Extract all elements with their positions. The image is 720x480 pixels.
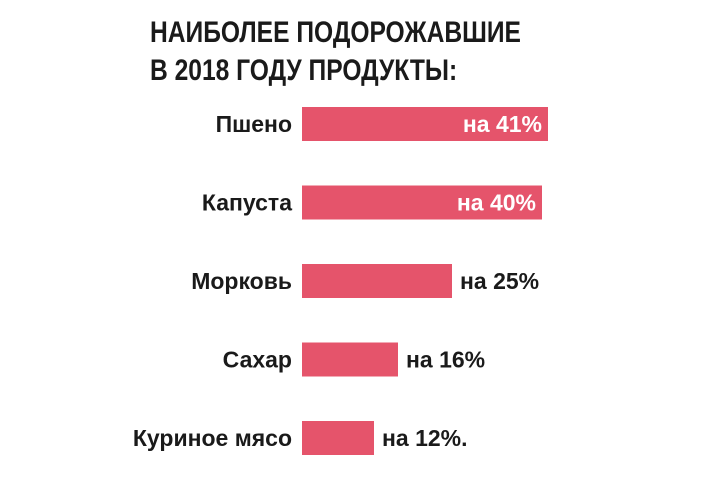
value-label: на 12%. [382,425,468,451]
category-label: Куриное мясо [133,425,292,451]
bar-group-0: Пшено на 41% [216,107,548,141]
category-label: Сахар [223,347,292,373]
category-label: Морковь [191,268,292,294]
bar-group-2: Морковь на 25% [191,264,539,298]
value-label: на 41% [463,111,542,137]
bar [302,264,452,298]
bar-group-3: Сахар на 16% [223,342,485,377]
bar [302,342,398,377]
bar-group-4: Куриное мясо на 12%. [133,421,468,455]
category-label: Пшено [216,111,292,137]
value-label: на 16% [406,347,485,373]
value-label: на 25% [460,268,539,294]
chart-title: НАИБОЛЕЕ ПОДОРОЖАВШИЕ В 2018 ГОДУ ПРОДУК… [150,14,521,90]
chart-title-line-1: НАИБОЛЕЕ ПОДОРОЖАВШИЕ [150,16,521,49]
bar [302,421,374,455]
bar [302,185,542,220]
category-label: Капуста [202,190,292,216]
bar [302,107,548,141]
chart-title-line-2: В 2018 ГОДУ ПРОДУКТЫ: [150,54,458,87]
value-label: на 40% [457,190,536,216]
bar-group-1: Капуста на 40% [202,185,542,220]
